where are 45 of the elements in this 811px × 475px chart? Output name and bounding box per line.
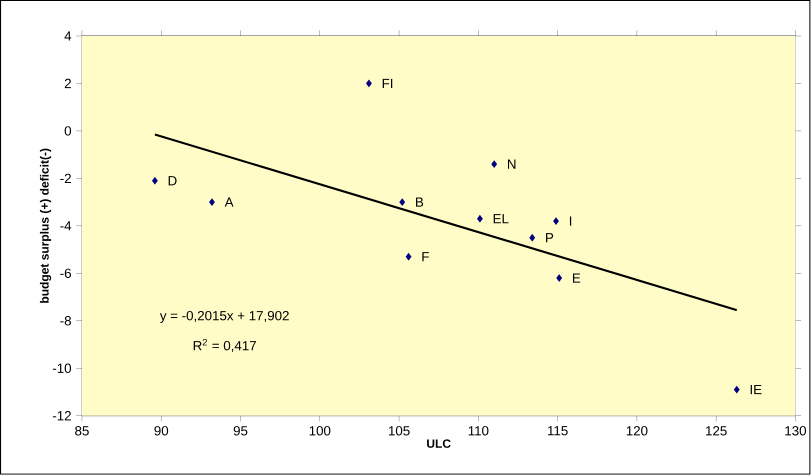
x-tick-label: 110 [468,426,488,436]
annotation: E [572,274,580,283]
annotation: P [546,233,554,242]
point [152,177,158,185]
y-tick-label: 2 [64,78,71,88]
y-tick-label: -2 [60,174,71,184]
point [734,386,740,394]
x-tick-label: 130 [785,426,806,436]
annotation: R$^{2}$ = 0,417 [194,339,256,352]
x-tick-label: 120 [626,426,648,436]
x-tick-label: 90 [154,426,168,436]
annotation: B [416,198,424,207]
x-tick-label: 105 [388,426,410,436]
point [366,80,372,88]
x-tick-label: 95 [234,426,248,436]
point [553,218,559,225]
y-axis-title: budget surplus (+) deficit(-) [40,148,52,303]
x-tick-label: 85 [75,426,89,436]
annotation: N [508,160,516,169]
y-tick-label: 0 [64,126,72,136]
y-tick-label: -4 [60,221,72,231]
y-tick-label: -10 [52,364,72,374]
point [209,198,215,206]
point [399,198,406,206]
x-axis-title: ULC [427,440,451,448]
annotation: EL [494,214,508,224]
annotation: IE [750,385,762,394]
annotation: A [224,198,234,207]
point [406,253,412,261]
y-tick-label: -8 [60,316,71,326]
x-tick-label: 115 [548,426,568,436]
annotation: FI [382,79,392,88]
annotation: y = -0,2015x + 17,902 [160,311,289,324]
annotation: D [168,176,177,186]
x-tick-label: 100 [310,426,330,436]
point [491,160,498,168]
y-tick-label: -6 [60,268,71,278]
point [529,234,536,242]
y-tick-label: 4 [64,32,72,41]
annotation: I [570,216,572,226]
annotation: F [422,252,429,262]
y-tick-label: -12 [52,411,71,421]
point [477,215,483,223]
x-tick-label: 125 [706,426,727,436]
point [556,274,562,282]
